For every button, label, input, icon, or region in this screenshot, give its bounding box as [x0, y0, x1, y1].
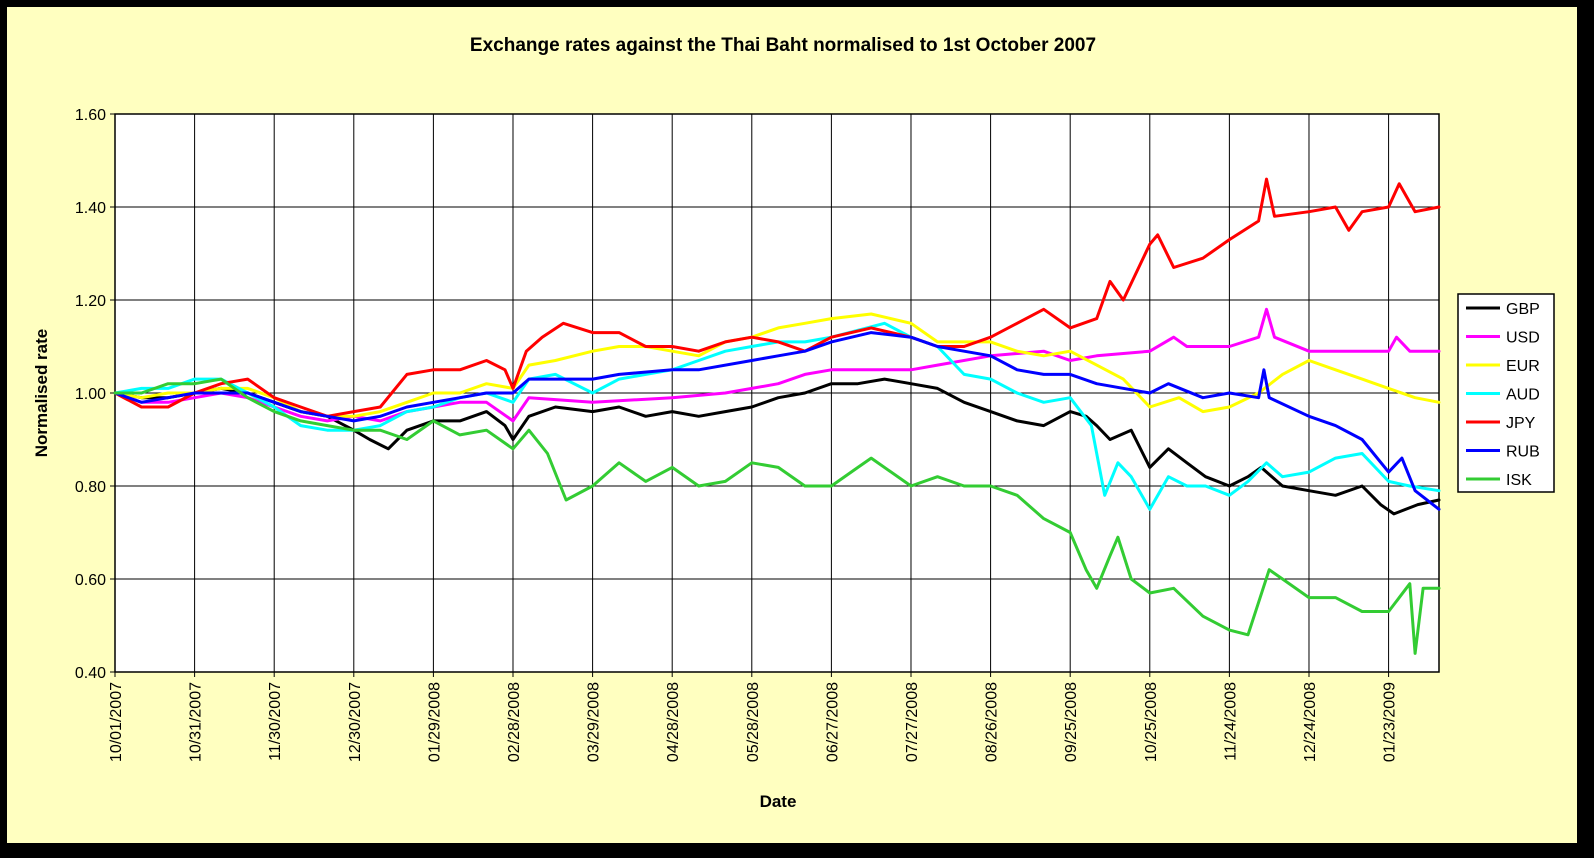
x-tick-label: 10/31/2007: [188, 682, 205, 762]
legend-label-jpy: JPY: [1506, 415, 1536, 432]
legend-label-gbp: GBP: [1506, 301, 1540, 318]
y-tick-label: 1.40: [75, 200, 106, 217]
y-axis-title: Normalised rate: [32, 329, 51, 458]
series-line-rub: [113, 331, 1441, 511]
x-tick-label: 06/27/2008: [824, 682, 841, 762]
y-tick-label: 0.60: [75, 572, 106, 589]
chart-area: Exchange rates against the Thai Baht nor…: [6, 6, 1578, 844]
x-tick-label: 11/30/2007: [267, 682, 284, 761]
legend-label-aud: AUD: [1506, 387, 1540, 404]
x-tick-label: 01/23/2009: [1382, 682, 1399, 762]
x-tick-label: 10/01/2007: [108, 682, 125, 762]
x-tick-label: 05/28/2008: [745, 682, 762, 762]
series-lines: [113, 177, 1441, 655]
x-tick-label: 03/29/2008: [586, 682, 603, 762]
x-tick-label: 12/30/2007: [347, 682, 364, 762]
x-tick-label: 09/25/2008: [1063, 682, 1080, 762]
x-tick-label: 12/24/2008: [1302, 682, 1319, 762]
legend: GBP USD EUR AUD JPY RUB ISK: [1457, 293, 1555, 493]
gridlines: [115, 113, 1439, 673]
chart-svg: Exchange rates against the Thai Baht nor…: [32, 35, 1555, 811]
legend-label-usd: USD: [1506, 330, 1540, 347]
x-tick-label: 04/28/2008: [665, 682, 682, 762]
x-tick-label: 02/28/2008: [506, 682, 523, 762]
series-line-gbp: [113, 377, 1441, 516]
x-tick-label: 01/29/2008: [426, 682, 443, 762]
y-tick-label: 1.60: [75, 107, 106, 124]
y-axis: 0.40 0.60 0.80 1.00 1.20 1.40 1.60: [75, 107, 115, 682]
x-tick-label: 08/26/2008: [984, 682, 1001, 762]
y-tick-label: 1.00: [75, 386, 106, 403]
x-tick-label: 11/24/2008: [1222, 682, 1239, 761]
series-line-usd: [113, 307, 1441, 423]
legend-label-isk: ISK: [1506, 472, 1532, 489]
x-tick-label: 10/25/2008: [1143, 682, 1160, 762]
legend-label-rub: RUB: [1506, 444, 1540, 461]
x-axis-title: Date: [760, 792, 797, 811]
y-tick-label: 0.40: [75, 665, 106, 682]
x-tick-label: 07/27/2008: [904, 682, 921, 762]
y-tick-label: 1.20: [75, 293, 106, 310]
legend-label-eur: EUR: [1506, 358, 1540, 375]
chart-title: Exchange rates against the Thai Baht nor…: [470, 35, 1096, 56]
series-line-isk: [113, 377, 1441, 655]
y-tick-label: 0.80: [75, 479, 106, 496]
x-axis: 10/01/2007 10/31/2007 11/30/2007 12/30/2007…: [108, 672, 1399, 762]
